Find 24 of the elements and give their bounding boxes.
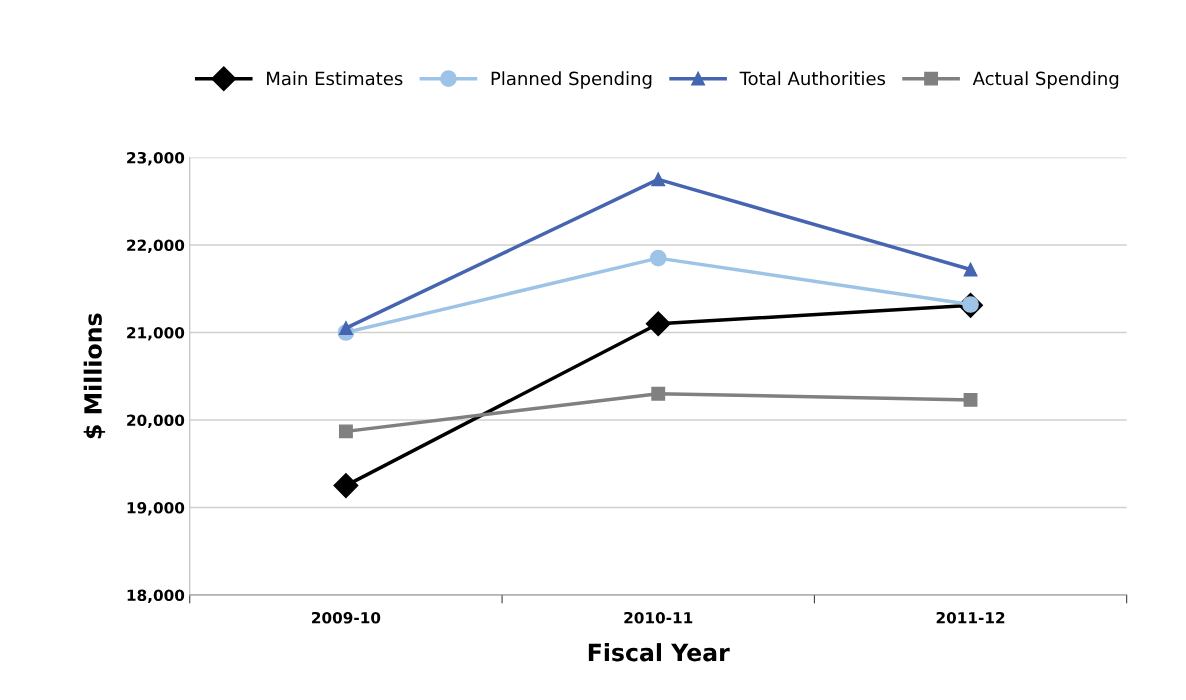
y-tick-label: 23,000 <box>127 151 185 166</box>
x-tick-label: 2011-12 <box>936 611 1005 624</box>
x-axis-title: Fiscal Year <box>588 643 730 662</box>
x-tick-label: 2009-10 <box>312 611 381 624</box>
y-tick-label: 22,000 <box>127 239 185 253</box>
point <box>651 386 666 401</box>
point <box>333 473 359 499</box>
y-tick-label: 20,000 <box>127 414 185 428</box>
y-tick-label: 19,000 <box>127 501 185 516</box>
y-tick-label: 21,000 <box>127 326 185 341</box>
legend-label: Total Authorities <box>739 71 886 86</box>
legend-label: Planned Spending <box>491 71 652 89</box>
point <box>645 311 671 337</box>
point <box>649 249 667 267</box>
y-tick-label: 18,000 <box>127 589 185 603</box>
x-tick-label: 2010-11 <box>624 611 693 624</box>
y-axis-title: $ Millions <box>83 313 106 439</box>
point <box>963 262 978 277</box>
legend-label: Actual Spending <box>972 71 1119 89</box>
legend-label: Main Estimates <box>267 71 403 86</box>
point <box>338 424 353 439</box>
point <box>338 321 353 336</box>
point <box>651 172 666 187</box>
point <box>963 392 978 407</box>
